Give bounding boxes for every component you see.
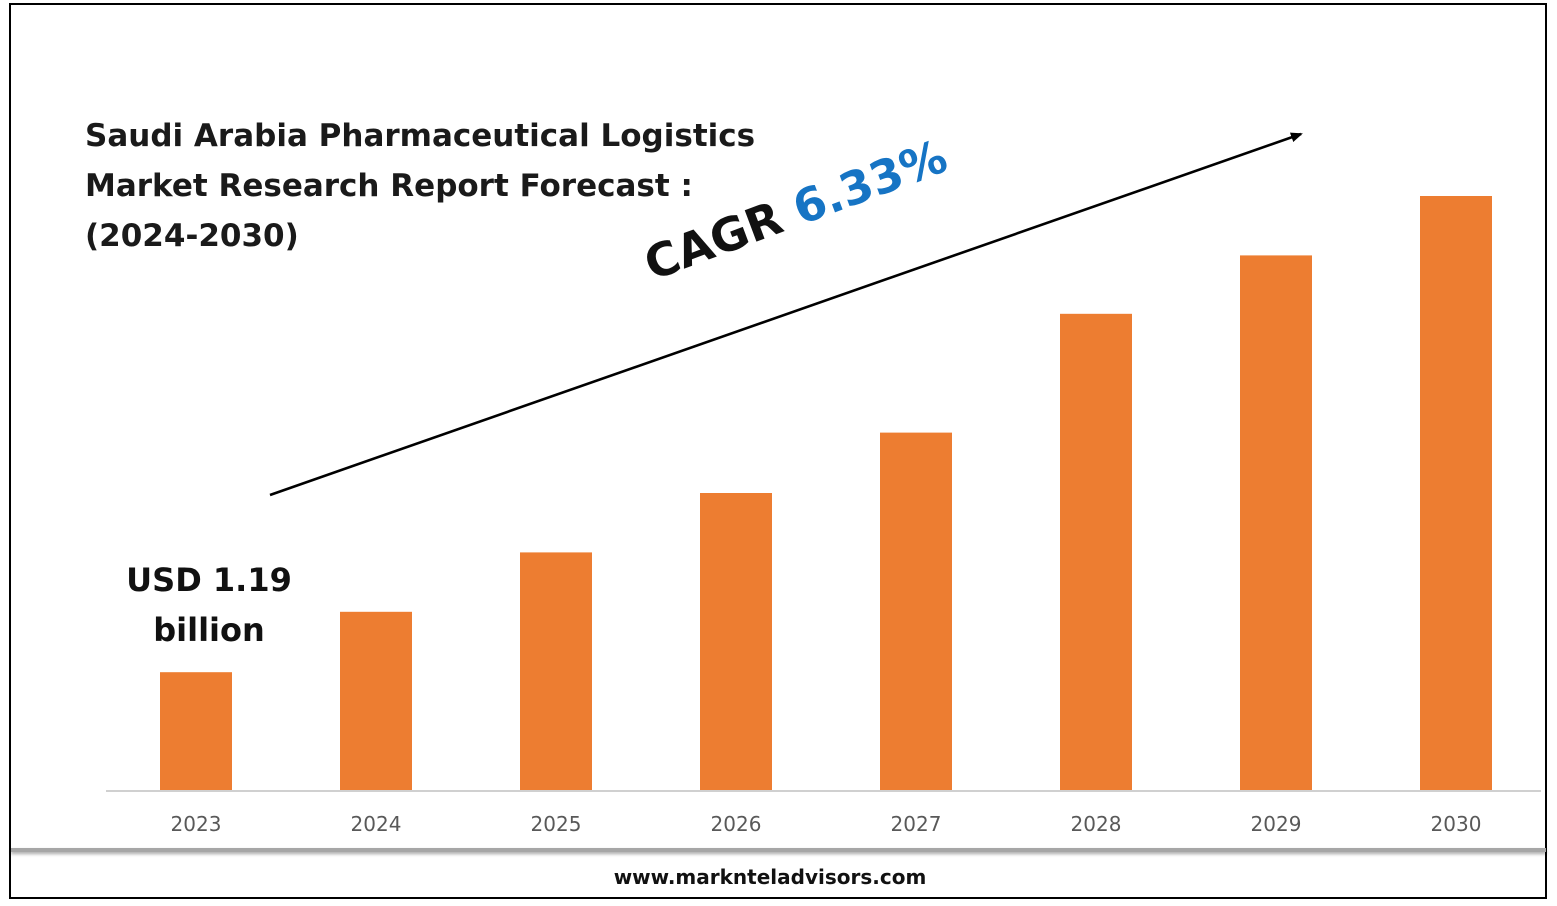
x-tick-label-2025: 2025 xyxy=(531,812,582,836)
chart-title-line-1: Saudi Arabia Pharmaceutical Logistics xyxy=(85,118,756,154)
trend-arrow xyxy=(269,132,1303,497)
start-value-unit: billion xyxy=(153,611,265,649)
x-tick-label-2023: 2023 xyxy=(171,812,222,836)
bar-2027 xyxy=(880,432,952,790)
chart-frame: 2023 2024 2025 2026 2027 2028 2029 2030 Saudi A… xyxy=(9,3,1547,899)
chart-canvas: 2023 2024 2025 2026 2027 2028 2029 2030 xyxy=(106,132,1541,836)
bar-2028 xyxy=(1060,313,1132,790)
x-tick-label-2029: 2029 xyxy=(1251,812,1302,836)
x-axis-tick-labels: 2023 2024 2025 2026 2027 2028 2029 2030 xyxy=(171,812,1482,836)
x-tick-label-2030: 2030 xyxy=(1431,812,1482,836)
bar-2029 xyxy=(1240,255,1312,790)
bar-2030 xyxy=(1420,196,1492,790)
footer-divider xyxy=(11,848,1546,852)
x-tick-label-2024: 2024 xyxy=(351,812,402,836)
chart-title-line-2: Market Research Report Forecast : xyxy=(85,168,693,204)
footer-website[interactable]: www.marknteladvisors.com xyxy=(613,865,927,889)
x-tick-label-2028: 2028 xyxy=(1071,812,1122,836)
bar-2026 xyxy=(700,493,772,790)
chart-title-line-3: (2024-2030) xyxy=(85,218,299,254)
start-value-amount: USD 1.19 xyxy=(126,561,292,599)
x-tick-label-2027: 2027 xyxy=(891,812,942,836)
chart-title: Saudi Arabia Pharmaceutical Logistics Ma… xyxy=(85,111,785,261)
x-tick-label-2026: 2026 xyxy=(711,812,762,836)
bar-2023 xyxy=(160,672,232,790)
bar-2024 xyxy=(340,611,412,790)
bar-2025 xyxy=(520,552,592,790)
bars-group xyxy=(160,196,1492,790)
start-value-annotation: USD 1.19 billion xyxy=(107,555,311,655)
